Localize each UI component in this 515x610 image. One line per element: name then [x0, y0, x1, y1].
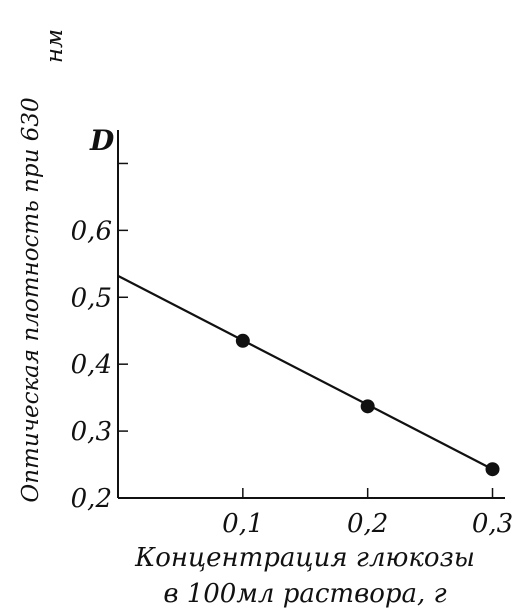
- x-axis-label-line-1: Концентрация глюкозы: [134, 543, 475, 573]
- x-tick-label: 0,1: [222, 509, 263, 539]
- series-group: [117, 274, 500, 477]
- x-tick-label: 0,2: [347, 509, 388, 539]
- y-tick-label: 0,6: [71, 216, 112, 246]
- calibration-line: [117, 274, 494, 471]
- data-point: [360, 399, 375, 414]
- y-axis-label-line-2: нм: [42, 29, 68, 63]
- data-point: [485, 462, 500, 477]
- ticks-group: 0,2 0,3 0,4 0,5 0,6 0,1 0,2 0,3: [71, 162, 513, 539]
- y-tick-label: 0,3: [71, 417, 112, 447]
- y-axis-label-line-1: Оптическая плотность при 630: [18, 97, 44, 502]
- data-point: [235, 333, 250, 348]
- y-tick-label: 0,2: [71, 484, 112, 514]
- labels-group: D Оптическая плотность при 630 нм Концентра…: [18, 29, 475, 609]
- x-tick-label: 0,3: [472, 509, 513, 539]
- axes-group: [117, 130, 505, 499]
- y-axis-symbol: D: [89, 124, 115, 157]
- y-tick-label: 0,4: [71, 350, 112, 380]
- x-axis-label-line-2: в 100мл раствора, г: [163, 579, 446, 609]
- y-tick-label: 0,5: [71, 283, 112, 313]
